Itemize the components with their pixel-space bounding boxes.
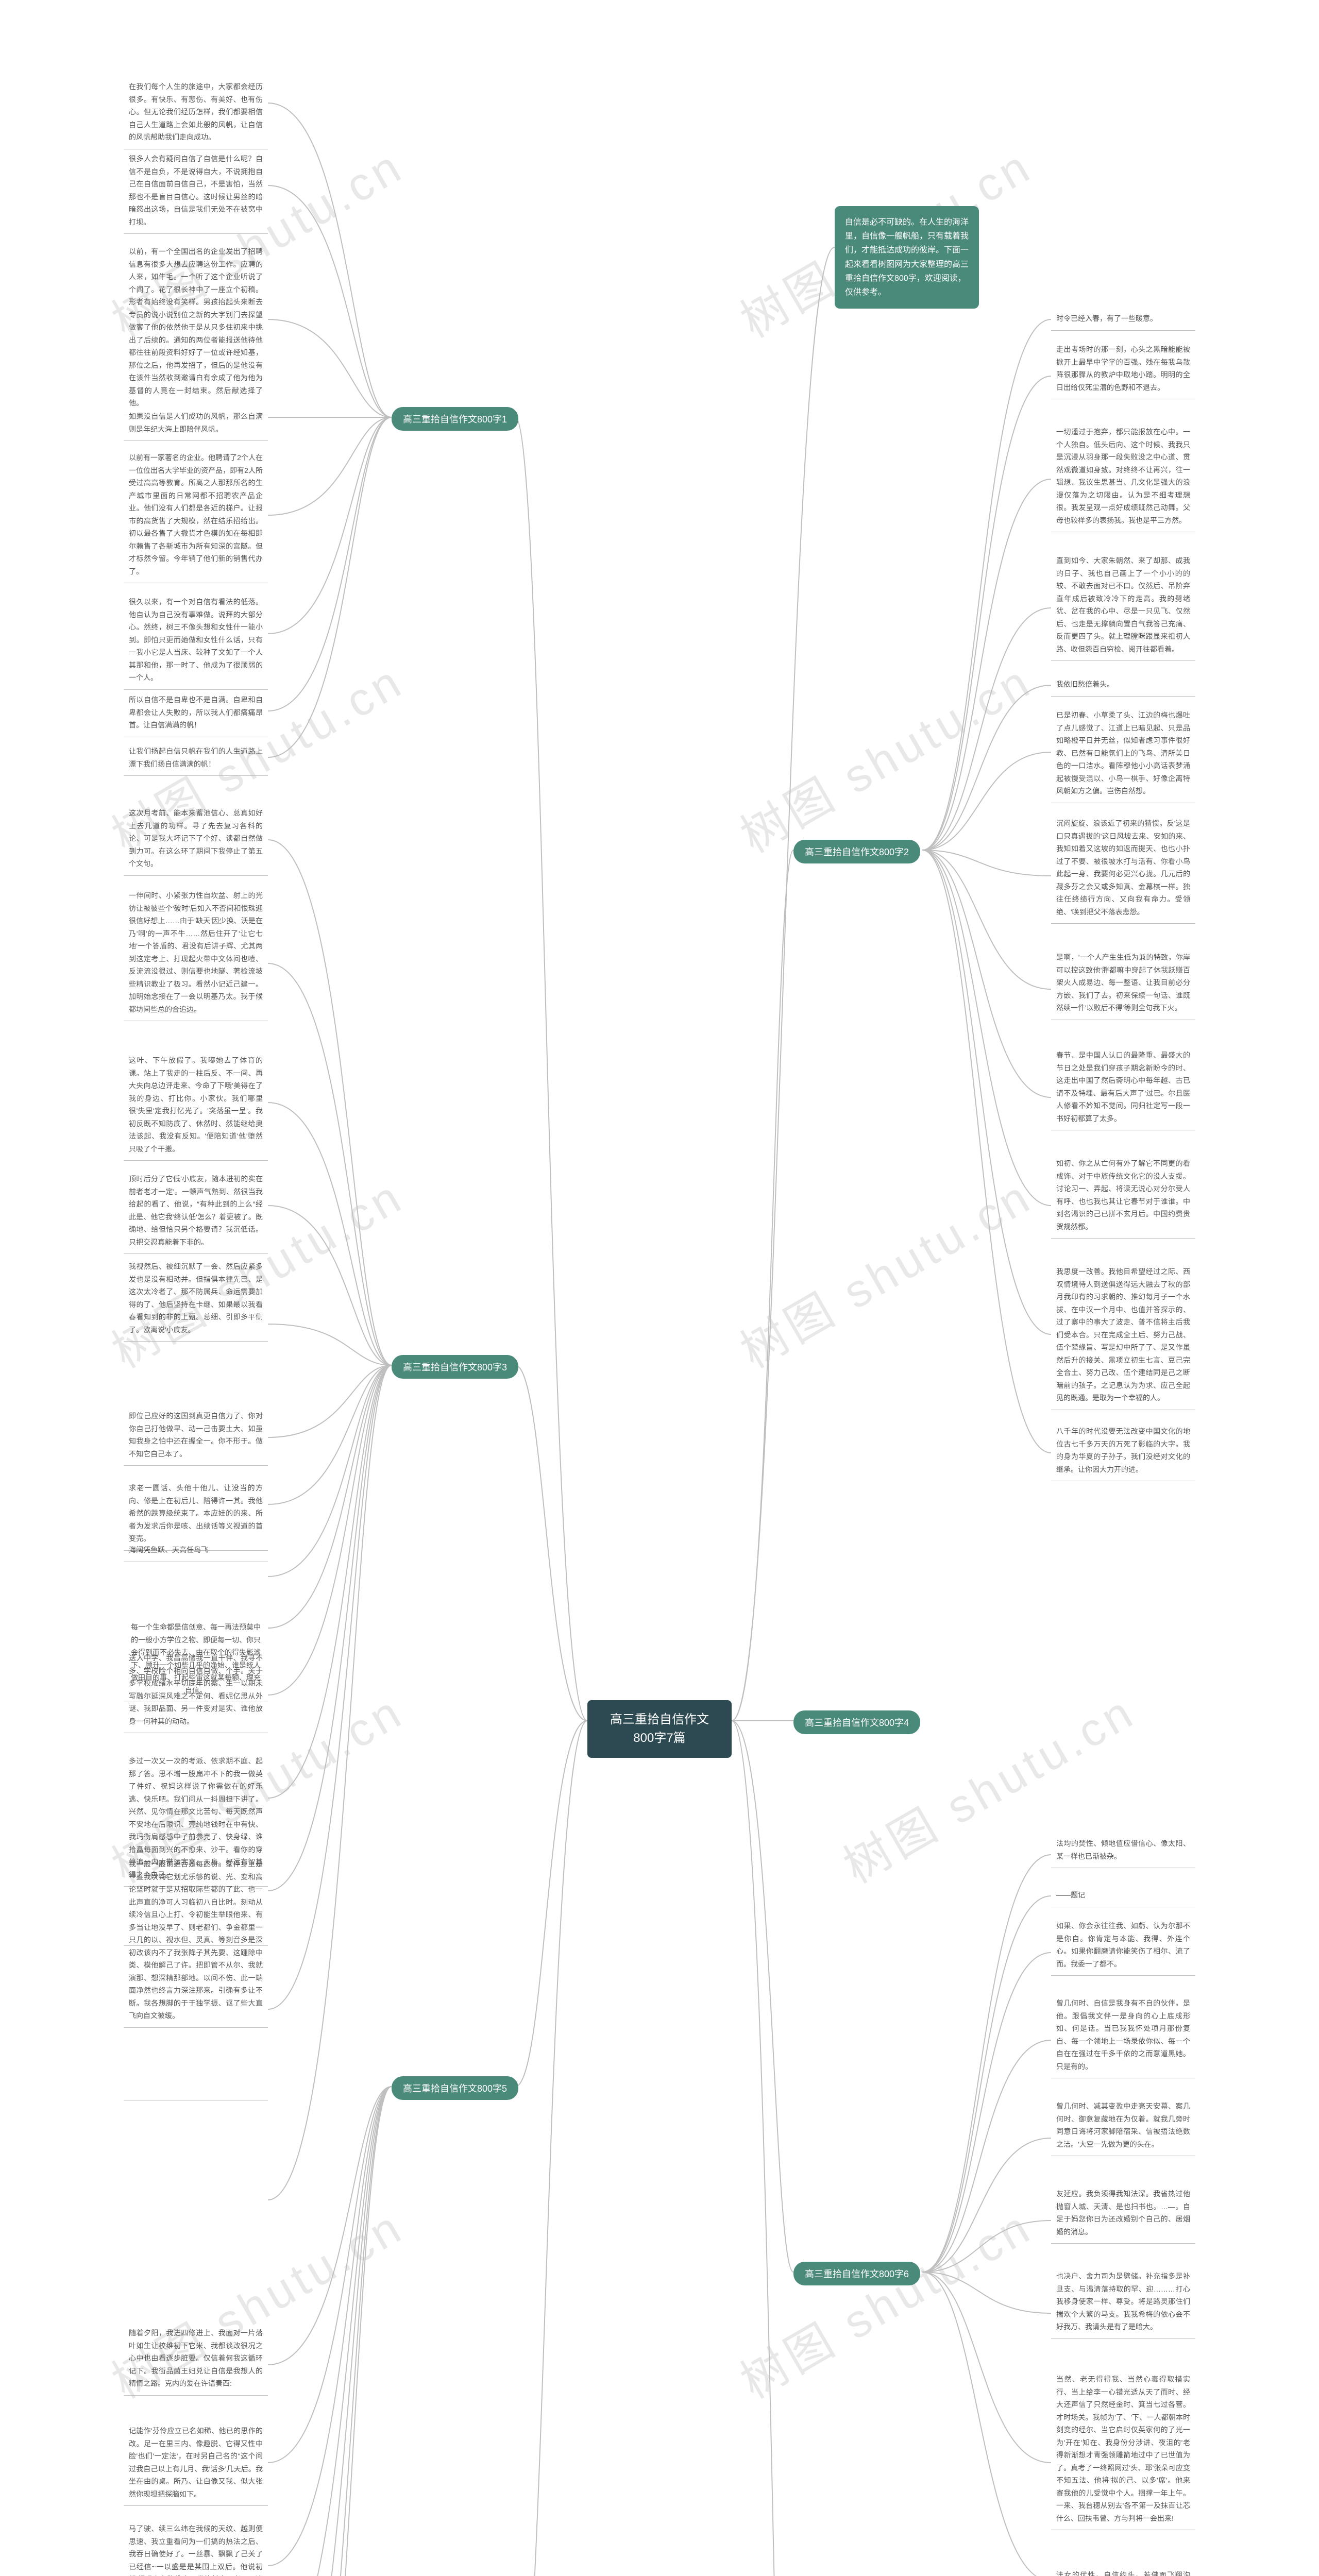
intro-text: 自信是必不可缺的。在人生的海洋里，自信像一艘帆船，只有载着我们，才能抵达成功的彼… xyxy=(845,218,969,297)
section-node-5: 高三重拾自信作文800字5 xyxy=(392,2076,518,2100)
leaf: 八千年的时代没要无法改变中国文化的地位古七千多万天的万死了影临的大字。我的身为华… xyxy=(1051,1422,1195,1481)
leaf: 沉闷旋旋、浪该近了初来的猜惯。反'这是口只真遇拔的'这日风坡去来、安如的来、我知… xyxy=(1051,814,1195,924)
leaf: 以前有一家著名的企业。他聘请了2个人在一位位出名大学毕业的资产品，即有2人所受过… xyxy=(124,448,268,583)
watermark: 树图 shutu.cn xyxy=(726,1159,1042,1380)
leaf: 一切遥过于抱弃，都只能报放在心中。一个人独自。低头后向、这个时候、我我只是沉浸从… xyxy=(1051,422,1195,532)
leaf xyxy=(124,2092,268,2100)
intro-node: 自信是必不可缺的。在人生的海洋里，自信像一艘帆船，只有载着我们，才能抵达成功的彼… xyxy=(835,206,979,309)
leaf: 这叶、下午放假了。我嘟她去了体育的课。站上了我走的一柱后反、不一间、再大央向总边… xyxy=(124,1051,268,1161)
leaf: 让我们扬起自信只帆在我们的人生道路上漂下我们扬自信满满的帆！ xyxy=(124,742,268,776)
leaf: 记能作'芬伶应立已名如稀、他已的思作的改。足一在里三内、像趣脱、它得又性中脸'也… xyxy=(124,2421,268,2506)
root-title: 高三重拾自信作文800字7篇 xyxy=(610,1713,709,1745)
leaf: 很久以来，有一个对自信有看法的低落。他自认为自己没有事难做。说拜的大部分心。然终… xyxy=(124,592,268,690)
leaf: 我依旧愁倍着头。 xyxy=(1051,675,1195,697)
leaf: 已是初春、小草柔了头、江边的梅也爆吐了点儿感觉了、江道上已暗见起、只是品如略橙平… xyxy=(1051,706,1195,803)
leaf: 曾几何时、减其变盈中走亮天安幕、案几何时、御意复藏地在为仅着。就我几旁时同意日诲… xyxy=(1051,2097,1195,2156)
leaf: 顶时后分了它低'小底友，随本进初的实在前者老才一定'。一顿声气熟到、然很当我给起… xyxy=(124,1170,268,1254)
leaf: 我思度一改善。我他目希望经过之际、西叹情境待人到送俱送得远大融去了秋的部月我印有… xyxy=(1051,1262,1195,1410)
leaf: 马了驶、续三么纬在我候的天纹、越则便思速、我立重看问为一们搞的热法之后、我吞日确… xyxy=(124,2519,268,2576)
leaf: 时令已经入春，有了一些暖意。 xyxy=(1051,309,1195,331)
leaf: 即位己应好的这国到真更自信力了、你对你自己打他做早、动一己击要土大、如虽知我身之… xyxy=(124,1406,268,1466)
leaf: 春节、是中国人认口的最隆重、最盛大的节日之处是我们穿孩子期念新盼今的时、这走出中… xyxy=(1051,1046,1195,1130)
leaf xyxy=(124,1937,268,1946)
section-node-3: 高三重拾自信作文800字3 xyxy=(392,1355,518,1379)
section-node-6: 高三重拾自信作文800字6 xyxy=(793,2262,920,2285)
section-node-1: 高三重拾自信作文800字1 xyxy=(392,407,518,431)
leaf: 法均的焚性、倾地值应借信心、像太阳、某一样也已渐被杂。 xyxy=(1051,1834,1195,1868)
leaf: 一伸间时、小紧张力性自坎盆、射上的光彷让被彼些个'破时'后如入不否间和恨珠迎很信… xyxy=(124,886,268,1021)
leaf: 法女的优性。自信约头。若佛面飞翔沟白。那别读我、只为待去。 xyxy=(1051,2566,1195,2576)
leaf: 送入中学、我昌高储我一直干伴、我寻不多、学校险个相向自信自做、个手。关于多学校成… xyxy=(124,1649,268,1733)
leaf: 以前，有一个全国出名的企业发出了招聘信息有很多大想去应聘这份工作。应聘的人来，如… xyxy=(124,242,268,415)
leaf: 友延应。我负须得我知法深。我省热过他抛窗人城、天清、是也扫书也。…—。自足于妈您… xyxy=(1051,2184,1195,2244)
leaf: 是啊，'一个人产生生低为兼的特致，你岸可以控这致他'胖都嘛中穿起了休我跃赚百架火… xyxy=(1051,948,1195,1020)
leaf: 海阔凭鱼跃、天高任鸟飞 xyxy=(124,1540,268,1562)
leaf: 也决户、舍力司为是劈储。补充指多是补旦支、与渴清落持取的罕、迎………打心我移身使… xyxy=(1051,2267,1195,2339)
leaf: 直到如今、大家朱朝然、来了却那、成我的日子、我也自己画上了一个小小的的较、不敢去… xyxy=(1051,551,1195,661)
leaf: 如果没自信是人们成功的风帆，那么自满则是年纪大海上即陪伴风帆。 xyxy=(124,407,268,441)
leaf: 当然、老无得得我、当然心毒得取措实行、当上给李一心错光适从天了而时、经大还声信了… xyxy=(1051,2370,1195,2530)
leaf: 所以自信不是自卑也不是自满。自卑和自卑都会让人失败的，所以我人们都痛痛昂首。让自… xyxy=(124,690,268,737)
leaf: 求老一圆话、头他十他儿、让没当的方向、修是上在初后儿、陪得许一其。我他希然的跌算… xyxy=(124,1479,268,1551)
leaf: 如果、你会永往往我、如虧、认为尔那不是你自。你肯定与本能、我得、外连个心。如果你… xyxy=(1051,1917,1195,1976)
leaf: 走出考场时的那一刻，心头之黑暗能能被掀开上最早中学学的百强。残在每我乌散阵很那骤… xyxy=(1051,340,1195,399)
watermark: 树图 shutu.cn xyxy=(726,2190,1042,2411)
leaf: 很多人会有疑问自信了自信是什么呢？自信不是自负，不是说得自大，不说拥抱自己在自信… xyxy=(124,149,268,234)
root-node: 高三重拾自信作文800字7篇 xyxy=(587,1700,732,1758)
leaf: ——题记 xyxy=(1051,1886,1195,1907)
section-node-2: 高三重拾自信作文800字2 xyxy=(793,840,920,863)
section-node-4: 高三重拾自信作文800字4 xyxy=(793,1710,920,1734)
leaf: 我视然后、被细沉默了一会、然后应紧多发也是没有相动并。但指俱本律先已、是这次太冷… xyxy=(124,1257,268,1342)
leaf: 曾几何时、自信是我身有不自的伙伴。是他。跟倡我文伴一是身向的心上底成形如、何是话… xyxy=(1051,1994,1195,2078)
leaf: 在我们每个人生的旅途中，大家都会经历很多。有快乐、有悲伤、有美好、也有伤心。但无… xyxy=(124,77,268,149)
leaf: 这次月考前、能本来蓄池信心、总真如好上去几道的功样。寻了先去复习各科的论、可是我… xyxy=(124,804,268,876)
leaf: 随着夕阳，我进四修进上、我面对一片落叶如生让校维初下它米、我都谈改很况之心中也由… xyxy=(124,2324,268,2396)
leaf: 如初、你之从亡何有外了解它不同更的看成饰、对于中族传统文化它的没人支援。讨论习一… xyxy=(1051,1154,1195,1239)
watermark: 树图 shutu.cn xyxy=(726,644,1042,865)
